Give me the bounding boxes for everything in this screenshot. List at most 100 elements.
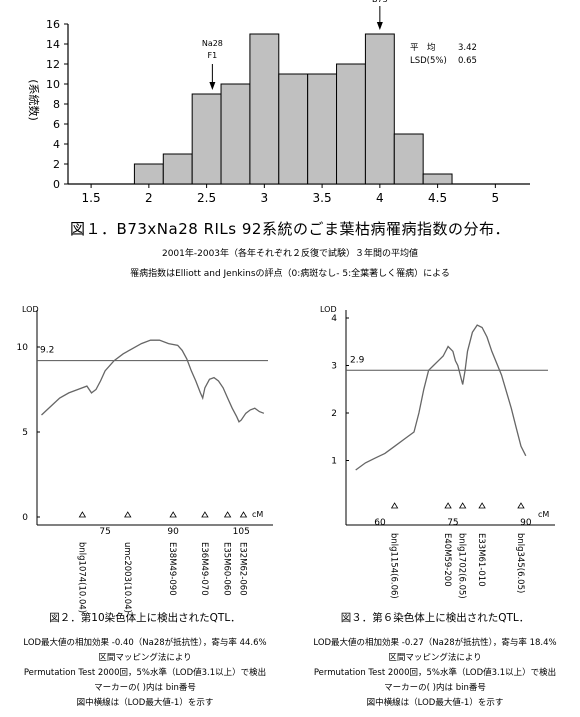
y-tick-label: 4 [331,314,337,324]
x-tick-label: 2.5 [197,191,216,205]
figure3-qtl-chr6: LOD 1 2 3 4 60 75 90 2.9 cM bnlg1154(6.06) E40… [320,305,555,599]
y-tick-label: 0 [53,178,60,191]
y-tick-label: 16 [46,18,60,31]
y-tick-label: 4 [53,138,60,151]
marker-triangle-icon [78,511,87,518]
x-tick-label: 3 [261,191,269,205]
y-tick-label: 10 [17,343,29,353]
x-tick-label: 75 [99,527,110,537]
marker-triangle-icon [458,502,467,509]
hist-bar [249,33,280,185]
x-tick-label: 4 [376,191,384,205]
note-line: 区間マッピング法により [388,653,482,663]
fig3-cm-label: cM [538,510,549,519]
figure2-notes: LOD最大値の相加効果 -0.40（Na28が抵抗性），寄与率 44.6% 区間マ… [0,636,290,711]
fig2-lod-label: LOD [22,305,39,314]
figure2-qtl-chr10: LOD 0 5 10 75 90 105 9.2 cM bnlg1074(10.04) u… [17,305,273,613]
marker-label: E35M60-060 [222,542,232,596]
fig2-lod-curve [41,339,265,423]
marker-triangle-icon [239,511,248,518]
fig2-cm-label: cM [252,510,263,519]
marker-label: E33M61-010 [476,533,486,587]
fig3-lod-curve [355,324,527,471]
figure1-caption: 図１．B73xNa28 RILs 92系統のごま葉枯病罹病指数の分布． [70,220,510,238]
note-line: マーカーの( )内は bin番号 [94,683,196,693]
x-tick-label: 60 [374,518,386,528]
annotation-label: Na28 [202,39,223,48]
note-line: Permutation Test 2000回，5%水準（LOD値3.1以上）で検… [23,668,267,678]
fig3-threshold-label: 2.9 [350,355,365,365]
marker-label: bnlg1702(6.05) [457,533,467,599]
fig2-markers: bnlg1074(10.04) umc2003(10.04) E38M49-090 E… [76,511,248,613]
arrow-head-icon [376,22,383,30]
hist-stats: 平 均 3.42 LSD(5%) 0.65 [410,42,477,66]
figure1-note2: 罹病指数はElliott and Jenkinsの評点（0:病斑なし- 5:全葉… [130,269,450,279]
fig3-y-ticks: 1 2 3 4 [331,314,349,467]
figure2-caption: 図２．第10染色体上に検出されたQTL． [49,612,241,624]
hist-bar [278,73,309,185]
x-tick-label: 5 [492,191,500,205]
hist-bars [133,33,453,185]
y-tick-label: 10 [46,78,60,91]
marker-label: E36M49-070 [199,542,209,596]
hist-annotations: Na28 F1 B73 [202,0,388,90]
x-tick-label: 90 [520,518,532,528]
hist-y-label: (系統数) [27,79,41,121]
hist-bar [393,133,424,185]
figure1-note1: 2001年-2003年（各年それぞれ２反復で試験）３年間の平均値 [161,249,419,259]
note-line: 図中横線は（LOD最大値-1）を示す [76,698,214,708]
y-tick-label: 2 [331,409,337,419]
y-tick-label: 2 [53,158,60,171]
x-tick-label: 75 [447,518,458,528]
marker-triangle-icon [478,502,486,509]
marker-label: E32M62-060 [238,542,248,596]
stat-label: LSD(5%) [410,56,447,66]
annotation-label: B73 [372,0,388,4]
x-tick-label: 90 [167,527,179,537]
fig3-lod-label: LOD [320,305,337,314]
fig2-x-ticks: 75 90 105 [99,527,249,537]
hist-bar [220,83,251,185]
stat-label: 平 均 [410,42,436,53]
annotation-label: F1 [208,51,218,60]
y-tick-label: 0 [22,513,28,523]
hist-bar [336,63,366,185]
y-tick-label: 1 [331,457,337,467]
note-line: LOD最大値の相加効果 -0.27（Na28が抵抗性），寄与率 18.4% [313,638,557,648]
marker-triangle-icon [169,511,177,518]
marker-triangle-icon [390,502,399,509]
stat-value: 0.65 [458,56,477,66]
marker-label: E38M49-090 [167,542,177,596]
marker-label: bnlg1154(6.06) [389,533,399,599]
x-tick-label: 3.5 [313,191,332,205]
x-tick-label: 2 [145,191,153,205]
note-line: マーカーの( )内は bin番号 [384,683,486,693]
fig3-markers: bnlg1154(6.06) E40M59-200 bnlg1702(6.05) E3… [389,502,525,599]
marker-triangle-icon [223,511,232,518]
marker-label: bnlg345(6.05) [515,533,525,593]
figure1-histogram: 0 2 4 6 8 10 12 14 16 1.5 2 2.5 3 3.5 4 4.5 5 (系統数) Na2… [27,0,530,205]
y-tick-label: 6 [53,118,60,131]
note-line: Permutation Test 2000回，5%水準（LOD値3.1以上）で検… [313,668,557,678]
marker-triangle-icon [124,511,132,518]
y-tick-label: 8 [53,98,60,111]
hist-bar [191,93,222,185]
note-line: LOD最大値の相加効果 -0.40（Na28が抵抗性），寄与率 44.6% [23,638,267,648]
marker-triangle-icon [444,502,452,509]
hist-bar [422,173,453,185]
note-line: 区間マッピング法により [98,653,192,663]
hist-bar [307,73,338,185]
marker-triangle-icon [517,502,525,509]
marker-label: umc2003(10.04) [122,542,132,613]
fig3-x-ticks: 60 75 90 [374,518,532,528]
x-tick-label: 1.5 [82,191,101,205]
stat-value: 3.42 [458,43,477,53]
hist-y-ticks: 0 2 4 6 8 10 12 14 16 [46,18,68,191]
y-tick-label: 5 [22,428,28,438]
hist-bar [133,163,164,185]
x-tick-label: 4.5 [428,191,447,205]
x-tick-label: 105 [233,527,250,537]
marker-triangle-icon [201,511,209,518]
note-line: 図中横線は（LOD最大値-1）を示す [366,698,504,708]
